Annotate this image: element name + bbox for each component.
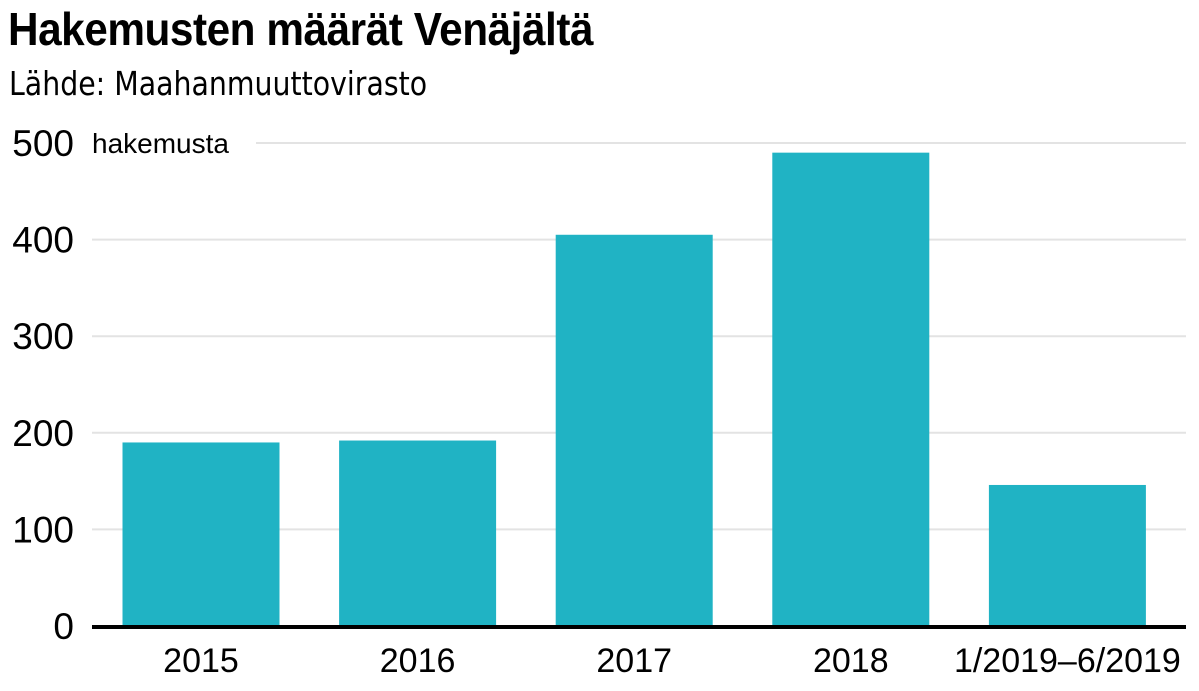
y-tick-label: 400 [12,220,74,261]
x-tick-label: 2016 [380,642,456,680]
bar-2015 [122,442,280,626]
bar-1/2019–6/2019 [988,484,1146,626]
x-tick-label: 2018 [813,642,889,680]
bar-2016 [339,440,497,626]
bar-2017 [555,234,713,626]
x-tick-label: 2015 [163,642,239,680]
y-tick-label: 200 [12,413,74,454]
bars [122,152,1146,626]
y-axis-unit-label: hakemusta [92,128,229,159]
bar-2018 [772,152,930,626]
y-tick-label: 300 [12,316,74,357]
x-tick-label: 2017 [596,642,672,680]
x-tick-label: 1/2019–6/2019 [954,642,1181,680]
chart-subtitle: Lähde: Maahanmuuttovirasto [9,64,428,103]
chart-title: Hakemusten määrät Venäjältä [8,3,594,55]
y-tick-label: 500 [12,123,74,164]
y-tick-label: 100 [12,509,74,550]
labels: 0 100 200 300 400 500 hakemusta 2015 2016 2017 201… [12,123,1181,680]
y-tick-label: 0 [53,606,74,647]
